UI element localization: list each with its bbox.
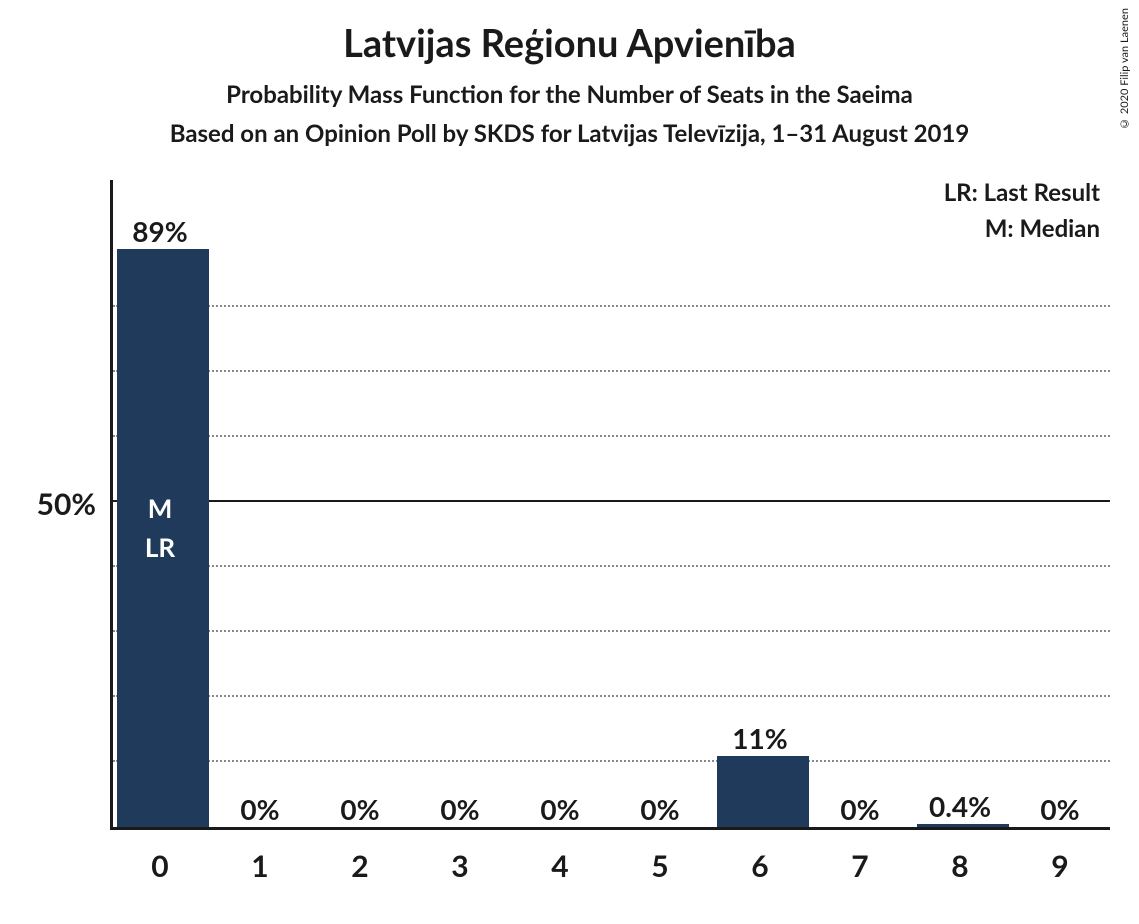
x-tick-label: 3 bbox=[410, 848, 510, 884]
gridline bbox=[113, 370, 1110, 372]
gridline bbox=[113, 695, 1110, 697]
gridline bbox=[113, 565, 1110, 567]
x-tick-label: 2 bbox=[310, 848, 410, 884]
bar bbox=[717, 756, 809, 828]
bar bbox=[917, 824, 1009, 827]
gridline-solid bbox=[113, 500, 1110, 502]
bar-value-label: 0% bbox=[510, 792, 610, 826]
gridline bbox=[113, 435, 1110, 437]
bar-value-label: 0% bbox=[410, 792, 510, 826]
x-tick-label: 7 bbox=[810, 848, 910, 884]
gridline bbox=[113, 305, 1110, 307]
bar-value-label: 0% bbox=[810, 792, 910, 826]
x-tick-label: 8 bbox=[910, 848, 1010, 884]
bar-marker-label: M bbox=[110, 492, 210, 524]
bar-value-label: 11% bbox=[710, 721, 810, 755]
bar-marker-label: LR bbox=[110, 531, 210, 563]
x-tick-label: 0 bbox=[110, 848, 210, 884]
bar-value-label: 89% bbox=[110, 214, 210, 248]
bar-value-label: 0% bbox=[610, 792, 710, 826]
bar-value-label: 0% bbox=[1010, 792, 1110, 826]
x-tick-label: 4 bbox=[510, 848, 610, 884]
gridline bbox=[113, 760, 1110, 762]
legend-line: M: Median bbox=[985, 214, 1100, 243]
x-tick-label: 9 bbox=[1010, 848, 1110, 884]
legend-line: LR: Last Result bbox=[944, 178, 1100, 207]
bar-value-label: 0% bbox=[210, 792, 310, 826]
x-tick-label: 5 bbox=[610, 848, 710, 884]
chart-container: 50%89%00%10%20%30%40%511%60%70.4%80%9LR:… bbox=[0, 0, 1139, 924]
gridline bbox=[113, 630, 1110, 632]
x-tick-label: 6 bbox=[710, 848, 810, 884]
plot-area bbox=[110, 180, 1110, 830]
bar-value-label: 0.4% bbox=[910, 789, 1010, 823]
x-tick-label: 1 bbox=[210, 848, 310, 884]
y-tick-label: 50% bbox=[0, 486, 96, 522]
bar-value-label: 0% bbox=[310, 792, 410, 826]
